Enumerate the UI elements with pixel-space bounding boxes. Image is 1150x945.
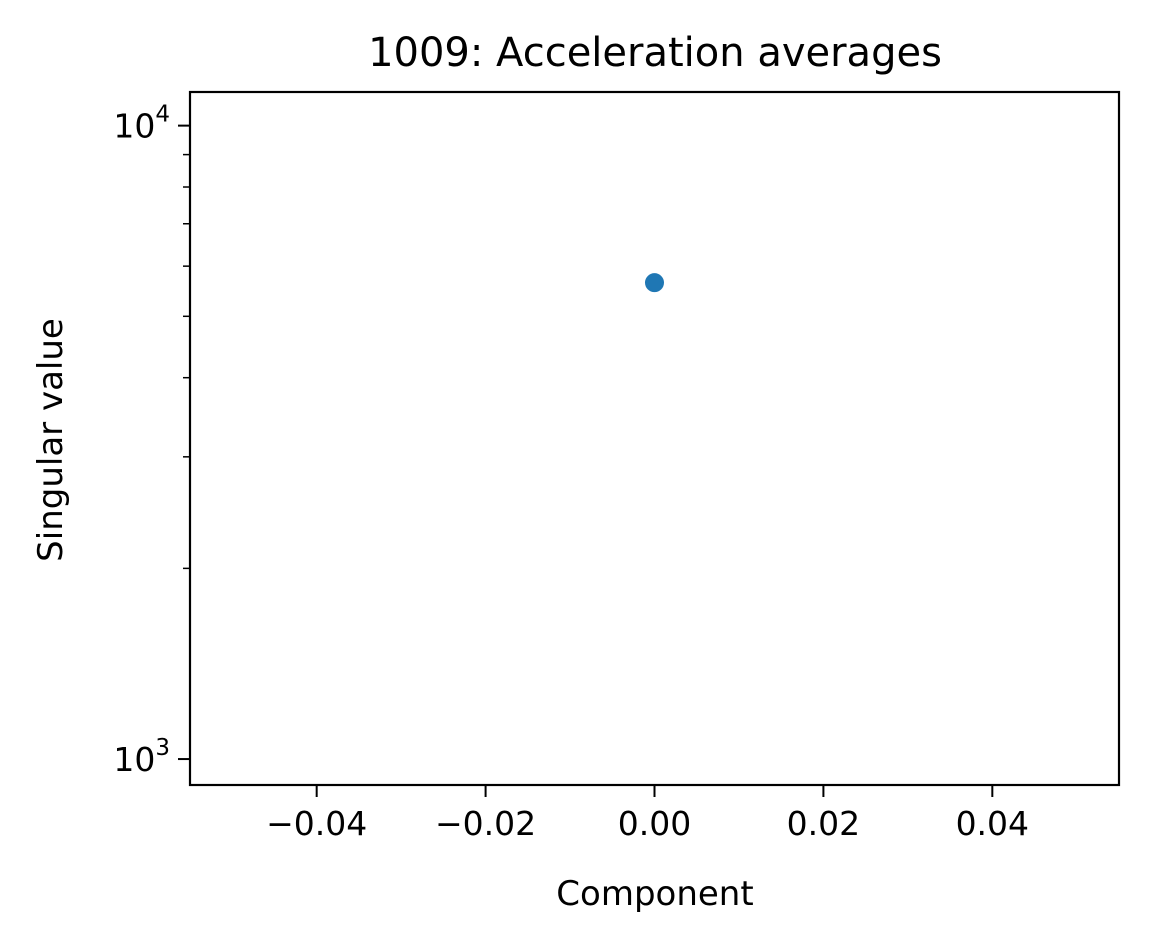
data-points <box>645 273 664 293</box>
x-tick-label: 0.00 <box>618 804 691 843</box>
x-axis-label: Component <box>556 874 753 914</box>
x-tick-label: −0.02 <box>435 804 536 843</box>
plot-frame <box>188 90 1121 787</box>
x-tick-label: −0.04 <box>266 804 367 843</box>
y-axis-label: Singular value <box>31 318 71 562</box>
x-tick-label: 0.04 <box>956 804 1029 843</box>
y-axis-ticks: 103 104 <box>113 102 190 779</box>
plot-area <box>190 92 1119 785</box>
chart-title: 1009: Acceleration averages <box>368 30 942 76</box>
x-axis-ticks: −0.04 −0.02 0.00 0.02 0.04 <box>266 785 1029 843</box>
x-tick-label: 0.02 <box>787 804 860 843</box>
y-tick-label: 104 <box>113 102 170 146</box>
y-tick-label: 103 <box>113 735 170 779</box>
data-point <box>645 273 664 293</box>
